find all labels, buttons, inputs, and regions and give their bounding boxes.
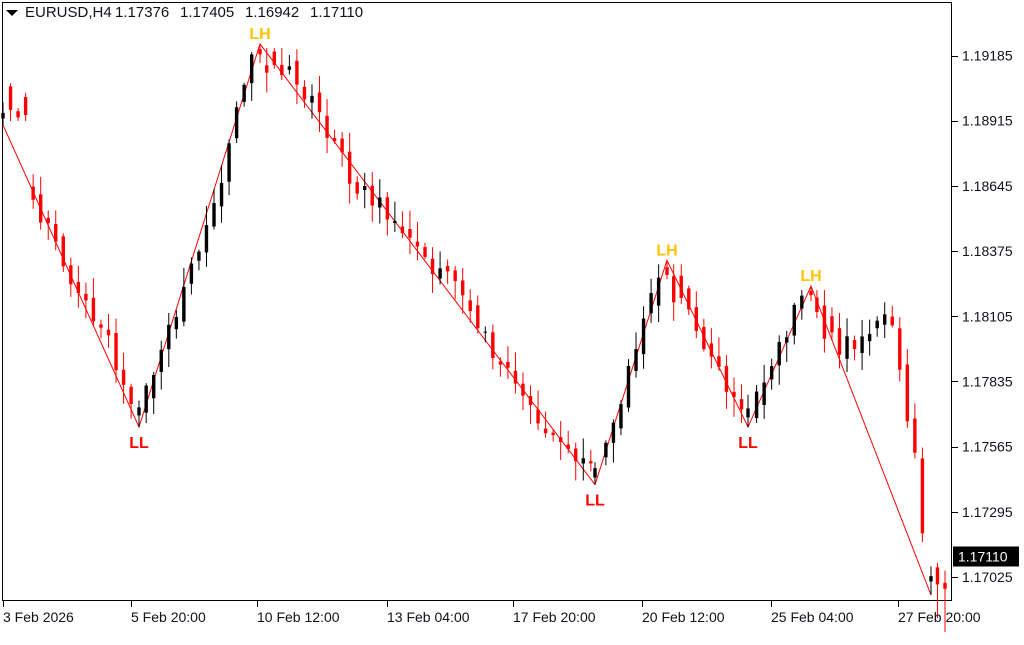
svg-text:20 Feb 12:00: 20 Feb 12:00 — [642, 609, 725, 625]
svg-text:1.17835: 1.17835 — [962, 373, 1013, 389]
svg-text:1.17295: 1.17295 — [962, 504, 1013, 520]
svg-text:1.18915: 1.18915 — [962, 113, 1013, 129]
svg-text:1.16942: 1.16942 — [245, 4, 299, 21]
svg-text:10 Feb 12:00: 10 Feb 12:00 — [257, 609, 340, 625]
svg-text:LL: LL — [585, 493, 605, 510]
svg-text:1.17110: 1.17110 — [310, 4, 363, 21]
svg-text:1.18645: 1.18645 — [962, 178, 1013, 194]
svg-text:1.18375: 1.18375 — [962, 243, 1013, 259]
svg-text:27 Feb 20:00: 27 Feb 20:00 — [898, 609, 981, 625]
svg-text:1.17565: 1.17565 — [962, 439, 1013, 455]
svg-text:LH: LH — [800, 268, 821, 285]
svg-text:1.17025: 1.17025 — [962, 569, 1013, 585]
svg-text:3 Feb 2026: 3 Feb 2026 — [3, 609, 74, 625]
svg-text:LL: LL — [738, 435, 758, 452]
svg-text:5 Feb 20:00: 5 Feb 20:00 — [131, 609, 206, 625]
svg-text:1.19185: 1.19185 — [962, 48, 1013, 64]
svg-text:LH: LH — [249, 26, 270, 43]
svg-text:13 Feb 04:00: 13 Feb 04:00 — [387, 609, 470, 625]
svg-text:17 Feb 20:00: 17 Feb 20:00 — [513, 609, 596, 625]
svg-text:25 Feb 04:00: 25 Feb 04:00 — [771, 609, 854, 625]
svg-text:1.18105: 1.18105 — [962, 308, 1013, 324]
svg-text:LH: LH — [656, 242, 677, 259]
svg-text:1.17405: 1.17405 — [180, 4, 234, 21]
svg-text:LL: LL — [129, 435, 149, 452]
svg-text:EURUSD,H4: EURUSD,H4 — [25, 4, 112, 21]
svg-text:1.17110: 1.17110 — [958, 549, 1008, 565]
svg-text:1.17376: 1.17376 — [115, 4, 169, 21]
